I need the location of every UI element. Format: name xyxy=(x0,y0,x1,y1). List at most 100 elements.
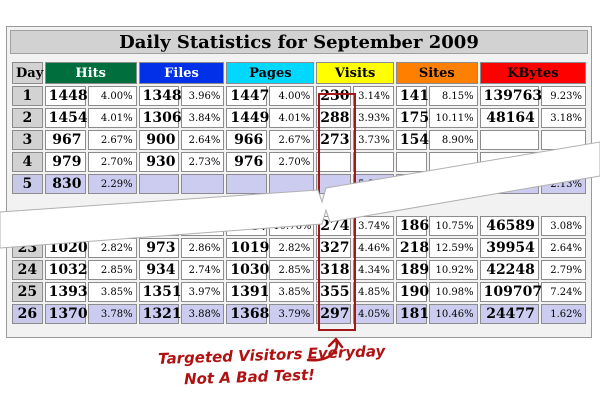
kbytes-cell: 46589 xyxy=(479,216,539,236)
pages-cell: 976 xyxy=(226,152,268,172)
files-cell: 930 xyxy=(138,152,180,172)
header-day: Day xyxy=(12,62,43,84)
hits-cell: 1370 xyxy=(44,304,88,324)
header-kbytes: KBytes xyxy=(479,62,586,84)
files-cell: 934 xyxy=(138,260,180,280)
visits-pct-cell: 4.05% xyxy=(353,304,394,324)
day-cell: 24 xyxy=(12,260,43,280)
files-pct-cell: 2.73% xyxy=(181,152,225,172)
visits-pct-cell: 3.74% xyxy=(353,216,394,236)
hits-pct-cell: 3.85% xyxy=(87,282,137,302)
sites-cell: 175 xyxy=(395,108,429,128)
pages-pct-cell: 2.70% xyxy=(269,152,315,172)
table-row: 26 1370 3.78% 1321 3.88% 1368 3.79% 297 4.05% 181… xyxy=(12,304,586,324)
hits-pct-cell: 2.67% xyxy=(87,130,137,150)
sites-cell: 181 xyxy=(395,304,429,324)
hits-pct-cell: 2.82% xyxy=(87,238,137,258)
kbytes-cell: 42248 xyxy=(479,260,539,280)
files-pct-cell xyxy=(181,174,225,194)
table-row: 2 1454 4.01% 1306 3.84% 1449 4.01% 288 3.93% 175 1… xyxy=(12,108,586,128)
hits-cell: 1032 xyxy=(44,260,88,280)
kbytes-pct-cell xyxy=(540,130,586,150)
hits-pct-cell: 3.78% xyxy=(87,304,137,324)
visits-cell: 355 xyxy=(316,282,352,302)
torn-gap-row xyxy=(12,196,586,214)
visits-cell: 288 xyxy=(316,108,352,128)
files-cell: 1351 xyxy=(138,282,182,302)
day-cell: 1 xyxy=(12,86,43,106)
files-cell xyxy=(138,174,180,194)
hits-cell: 967 xyxy=(44,130,86,150)
pages-pct-cell: 2.82% xyxy=(269,238,315,258)
files-cell: 973 xyxy=(138,238,180,258)
hits-cell: 1454 xyxy=(44,108,88,128)
hits-cell: 830 xyxy=(44,174,86,194)
hits-pct-cell xyxy=(87,216,137,236)
header-visits: Visits xyxy=(316,62,394,84)
kbytes-cell xyxy=(479,152,539,172)
table-header-row: Day Hits Files Pages Visits Sites KBytes xyxy=(12,62,586,84)
files-pct-cell: 2.64% xyxy=(181,130,225,150)
kbytes-cell: 39954 xyxy=(479,238,539,258)
pages-pct-cell: 4.01% xyxy=(269,108,315,128)
table-row: 25 1393 3.85% 1351 3.97% 1391 3.85% 355 4.85% 190… xyxy=(12,282,586,302)
sites-cell: 190 xyxy=(395,282,429,302)
pages-pct-cell xyxy=(269,174,315,194)
files-cell: 900 xyxy=(138,130,180,150)
day-cell xyxy=(12,216,43,236)
pages-cell: 1447 xyxy=(226,86,269,106)
pages-cell: 1449 xyxy=(226,108,269,128)
table-row: 1 1448 4.00% 1348 3.96% 1447 4.00% 230 3.14% 141 8… xyxy=(12,86,586,106)
kbytes-pct-cell: 9.23% xyxy=(540,86,586,106)
sites-pct-cell: 8.90% xyxy=(428,130,478,150)
visits-cell: 230 xyxy=(316,86,352,106)
table-row: 5 830 2.29% 5.88% 195 11.27% 32326 2.13% xyxy=(12,174,586,194)
hits-pct-cell: 4.01% xyxy=(87,108,137,128)
header-hits: Hits xyxy=(44,62,137,84)
annotation-line2: Not A Bad Test! xyxy=(183,365,316,389)
kbytes-pct-cell: 1.65% xyxy=(540,152,586,172)
sites-cell: 141 xyxy=(395,86,429,106)
visits-cell: 318 xyxy=(316,260,352,280)
kbytes-pct-cell: 1.62% xyxy=(540,304,586,324)
hits-pct-cell: 4.00% xyxy=(87,86,137,106)
pages-pct-cell: 10.76% xyxy=(269,216,315,236)
pages-cell: 1368 xyxy=(226,304,269,324)
day-cell: 23 xyxy=(12,238,43,258)
visits-pct-cell xyxy=(353,152,394,172)
kbytes-pct-cell: 3.18% xyxy=(540,108,586,128)
header-sites: Sites xyxy=(395,62,478,84)
curved-arrow-icon xyxy=(306,337,344,362)
sites-cell: 186 xyxy=(395,216,429,236)
pages-pct-cell: 2.67% xyxy=(269,130,315,150)
kbytes-pct-cell: 7.24% xyxy=(540,282,586,302)
hits-pct-cell: 2.29% xyxy=(87,174,137,194)
hits-pct-cell: 2.70% xyxy=(87,152,137,172)
pages-cell: 1391 xyxy=(226,282,269,302)
files-cell: 1321 xyxy=(138,304,182,324)
header-files: Files xyxy=(138,62,225,84)
kbytes-pct-cell: 2.64% xyxy=(540,238,586,258)
sites-pct-cell xyxy=(428,152,478,172)
files-pct-cell: 3.96% xyxy=(181,86,225,106)
files-cell: 1306 xyxy=(138,108,182,128)
pages-cell xyxy=(226,174,268,194)
table-row: 24 1032 2.85% 934 2.74% 1030 2.85% 318 4.34% 189 1… xyxy=(12,260,586,280)
pages-pct-cell: 4.00% xyxy=(269,86,315,106)
hits-cell: 1020 xyxy=(44,238,88,258)
table-row: 23 1020 2.82% 973 2.86% 1019 2.82% 327 4.46% 218 1… xyxy=(12,238,586,258)
sites-pct-cell: 10.75% xyxy=(428,216,478,236)
kbytes-cell: 139763 xyxy=(479,86,542,106)
table-row: 4 979 2.70% 930 2.73% 976 2.70% 1.65% xyxy=(12,152,586,172)
files-pct-cell: 3.97% xyxy=(181,282,225,302)
day-cell: 2 xyxy=(12,108,43,128)
visits-pct-cell: 3.73% xyxy=(353,130,394,150)
hits-cell xyxy=(44,216,86,236)
visits-pct-cell: 4.46% xyxy=(353,238,394,258)
sites-pct-cell: 10.11% xyxy=(428,108,478,128)
visits-pct-cell: 3.14% xyxy=(353,86,394,106)
sites-pct-cell: 11.27% xyxy=(428,174,478,194)
sites-pct-cell: 10.46% xyxy=(428,304,478,324)
visits-cell: 297 xyxy=(316,304,352,324)
files-cell xyxy=(138,216,180,236)
